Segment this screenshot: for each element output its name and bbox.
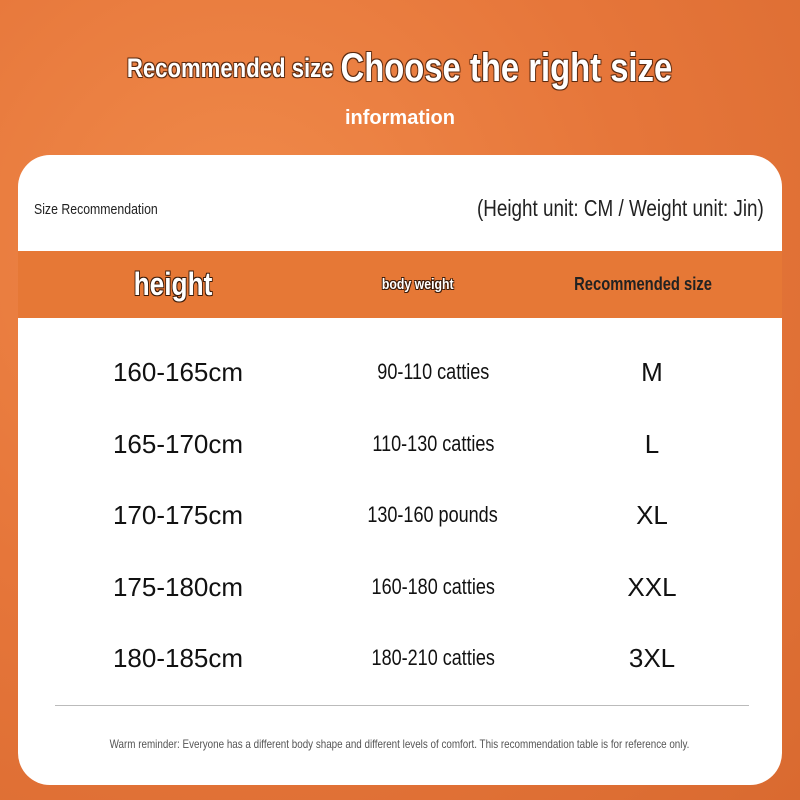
height-cell: 180-185cm	[112, 642, 244, 673]
subtitle: information	[345, 107, 455, 129]
size-cell: L	[644, 428, 660, 459]
page-title: Recommended size Choose the right size	[0, 46, 800, 91]
column-header-weight: body weight	[382, 276, 454, 293]
size-chart-card: Size Recommendation (Height unit: CM / W…	[18, 155, 782, 785]
footer-reminder: Warm reminder: Everyone has a different …	[110, 737, 690, 751]
size-cell: M	[641, 356, 663, 387]
column-header-size: Recommended size	[574, 274, 712, 294]
weight-cell: 160-180 catties	[371, 574, 495, 599]
title-small: Recommended size	[127, 53, 335, 83]
weight-cell: 90-110 catties	[376, 359, 489, 384]
size-cell: XL	[636, 499, 668, 530]
size-cell: 3XL	[628, 642, 676, 673]
height-cell: 165-170cm	[112, 428, 244, 459]
table-row: 170-175cm 130-160 pounds XL	[18, 495, 782, 535]
weight-cell: 130-160 pounds	[367, 502, 499, 527]
height-cell: 160-165cm	[112, 356, 244, 387]
table-row: 175-180cm 160-180 catties XXL	[18, 567, 782, 607]
size-cell: XXL	[627, 571, 677, 602]
height-cell: 175-180cm	[112, 571, 244, 602]
weight-cell: 110-130 catties	[371, 431, 495, 456]
divider	[55, 705, 749, 706]
table-row: 180-185cm 180-210 catties 3XL	[18, 638, 782, 678]
table-row: 165-170cm 110-130 catties L	[18, 424, 782, 464]
weight-cell: 180-210 catties	[371, 645, 495, 670]
title-big: Choose the right size	[340, 46, 673, 90]
size-recommendation-label: Size Recommendation	[34, 201, 158, 218]
units-note: (Height unit: CM / Weight unit: Jin)	[477, 195, 764, 221]
column-header-height: height	[133, 266, 213, 302]
table-row: 160-165cm 90-110 catties M	[18, 352, 782, 392]
height-cell: 170-175cm	[112, 499, 244, 530]
table-header: height body weight Recommended size	[18, 251, 782, 318]
